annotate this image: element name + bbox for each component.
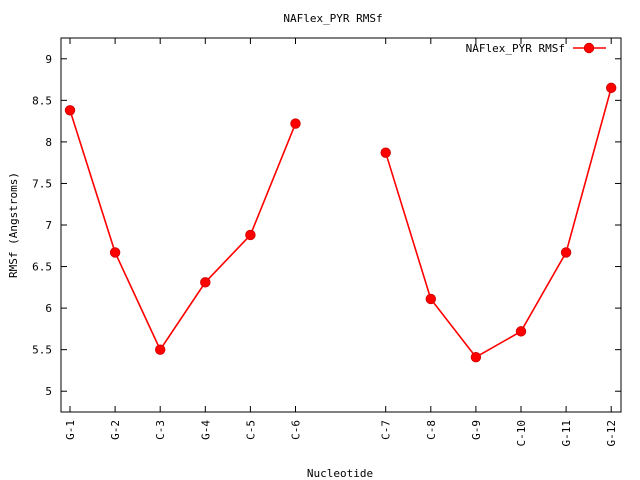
y-tick-label: 5	[45, 385, 52, 398]
data-point	[154, 344, 166, 355]
data-point	[606, 82, 617, 94]
y-tick-label: 5.5	[32, 344, 52, 357]
x-tick-label: G-12	[605, 420, 618, 447]
x-axis: G-1 G-2 C-3 G-4 C-5 C-6 C-7 C-8 G-9 C-10 G-11 G-12	[64, 38, 618, 447]
x-tick-label: C-5	[244, 420, 257, 440]
y-axis: 5 5.5 6 6.5 7 7.5 8 8.5 9	[32, 53, 621, 398]
data-point	[425, 293, 437, 305]
y-tick-label: 8.5	[32, 94, 52, 107]
x-axis-label: Nucleotide	[307, 467, 373, 480]
y-tick-label: 6	[45, 302, 52, 315]
data-point	[380, 147, 391, 158]
data-point	[109, 247, 121, 258]
y-tick-label: 6.5	[32, 261, 52, 274]
legend: NAFlex_PYR RMSf	[466, 42, 606, 55]
series-line	[384, 87, 612, 359]
y-tick-label: 8	[45, 136, 52, 149]
data-point	[515, 326, 527, 337]
x-tick-label: G-4	[199, 420, 212, 440]
y-tick-label: 7.5	[32, 177, 52, 190]
data-point	[290, 118, 301, 129]
y-tick-label: 9	[45, 53, 52, 66]
x-tick-label: C-3	[154, 420, 167, 440]
data-point	[64, 105, 76, 116]
x-tick-label: C-6	[290, 420, 303, 440]
legend-marker	[583, 42, 595, 54]
x-tick-label: C-10	[515, 420, 528, 447]
x-tick-label: G-2	[109, 420, 122, 440]
y-tick-label: 7	[45, 219, 52, 232]
x-tick-label: G-11	[560, 420, 573, 447]
y-axis-label: RMSf (Angstroms)	[7, 172, 20, 278]
series-layer	[64, 82, 617, 363]
x-tick-label: G-1	[64, 420, 77, 440]
series-line	[69, 110, 297, 352]
x-tick-label: C-7	[380, 420, 393, 440]
chart-title: NAFlex_PYR RMSf	[283, 12, 382, 25]
plot-frame	[60, 37, 622, 413]
x-tick-label: G-9	[470, 420, 483, 440]
legend-label: NAFlex_PYR RMSf	[466, 42, 565, 55]
data-point	[470, 351, 482, 363]
data-point	[200, 277, 211, 288]
data-point	[245, 229, 256, 241]
data-point	[560, 247, 572, 258]
x-tick-label: C-8	[425, 420, 438, 440]
